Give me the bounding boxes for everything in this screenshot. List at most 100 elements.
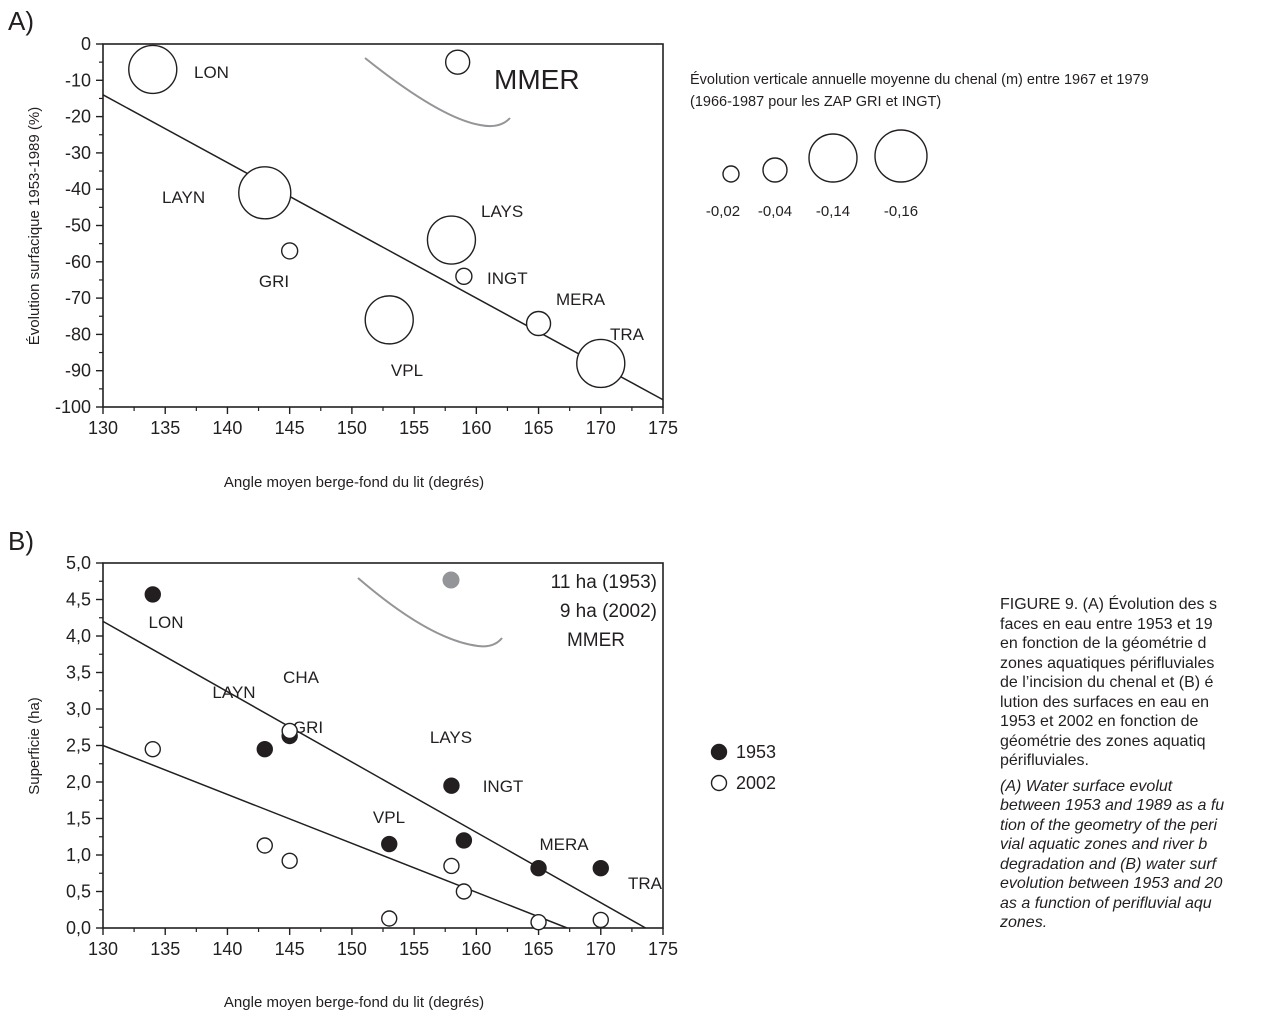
data-point-2002 [144,740,161,758]
y-tick-label: 2,5 [66,736,91,756]
legend-size-circle [874,129,928,183]
legend-size-label: -0,16 [884,203,918,220]
y-tick-label: 0 [81,34,91,54]
inset-marker [442,571,460,589]
x-tick-label: 130 [88,418,118,438]
inset-label-mmer: MMER [494,64,580,95]
data-point-bubble [576,338,626,389]
data-point-1953 [381,835,398,853]
legend-size-circle [722,165,740,183]
point-label: MERA [556,290,606,309]
point-label: MERA [539,835,589,854]
y-tick-label: -70 [65,288,91,308]
legend-size-label: -0,02 [706,203,740,220]
point-label: TRA [628,874,663,893]
caption-line: degradation and (B) water surf [1000,855,1217,873]
legend-size-circle [762,157,788,183]
y-tick-label: 3,0 [66,699,91,719]
inset-curve [364,57,511,128]
x-tick-label: 150 [337,939,367,959]
y-tick-label: -10 [65,70,91,90]
x-tick-label: 145 [275,418,305,438]
y-tick-label: -80 [65,324,91,344]
point-label: VPL [391,361,423,380]
point-label: GRI [293,718,323,737]
data-point-2002 [530,913,547,931]
data-point-2002 [592,911,609,929]
caption-line: between 1953 and 1989 as a fu [1000,797,1225,814]
x-tick-label: 165 [524,418,554,438]
x-tick-label: 165 [524,939,554,959]
x-tick-label: 160 [461,418,491,438]
caption-line: géométrie des zones aquatiq [1000,732,1206,750]
panel-label: B) [8,526,34,556]
data-point-bubble [280,242,299,260]
legend-label-2002: 2002 [736,773,776,793]
y-tick-label: -50 [65,216,91,236]
x-axis-label: Angle moyen berge-fond du lit (degrés) [224,994,484,1011]
data-point-bubble [364,295,414,345]
point-label: INGT [483,777,524,796]
inset-curve [357,577,503,648]
point-label: GRI [259,272,289,291]
point-label: LAYN [162,188,205,207]
point-label: LAYN [212,683,255,702]
y-tick-label: 1,0 [66,845,91,865]
x-tick-label: 145 [275,939,305,959]
legend-title: Évolution verticale annuelle moyenne du … [690,71,1149,88]
caption-line: vial aquatic zones and river b [1000,836,1208,853]
y-tick-label: 0,5 [66,882,91,902]
inset-label-2002: 9 ha (2002) [560,601,657,622]
x-tick-label: 140 [212,939,242,959]
y-tick-label: 4,0 [66,626,91,646]
y-tick-label: -100 [55,397,91,417]
y-tick-label: 4,5 [66,590,91,610]
data-point-1953 [256,740,273,758]
caption-line: 1953 et 2002 en fonction de [1000,713,1199,730]
caption-line: zones. [1000,914,1048,931]
caption-line: faces en eau entre 1953 et 19 [1000,615,1213,633]
data-point-1953 [530,859,547,877]
x-tick-label: 140 [212,418,242,438]
caption-french: FIGURE 9. (A) Évolution des s faces en e… [1000,595,1286,771]
caption-line: en fonction de la géométrie d [1000,635,1207,652]
y-tick-label: 5,0 [66,553,91,573]
caption-line: de l’incision du chenal et (B) é [1000,674,1214,691]
data-point-bubble [426,215,477,265]
data-point-bubble [525,310,552,337]
caption-line: (A) Water surface evolut [1000,777,1173,795]
caption-line: périfluviales. [1000,752,1089,769]
data-point-1953 [144,586,161,603]
y-axis-label: Évolution surfacique 1953-1989 (%) [26,107,43,345]
caption-line: evolution between 1953 and 20 [1000,875,1223,892]
point-label: LON [194,63,229,82]
caption-english: (A) Water surface evolut between 1953 an… [1000,777,1286,933]
y-axis-label: Superficie (ha) [26,697,43,795]
legend-label-1953: 1953 [736,742,776,762]
data-point-bubble [128,44,178,95]
panel-b: B) 130 135 140 145 150 155 160 165 170 175 0,0 0,5 1,… [8,526,776,1011]
y-tick-label: -90 [65,361,91,381]
y-tick-label: 3,5 [66,663,91,683]
y-tick-label: 1,5 [66,809,91,829]
regression-line [102,94,664,401]
data-point-bubble [455,267,473,286]
x-axis-label: Angle moyen berge-fond du lit (degrés) [224,474,484,491]
inset-label-1953: 11 ha (1953) [551,572,657,593]
data-point-2002 [381,910,398,927]
point-label: INGT [487,269,528,288]
point-label: LAYS [481,202,523,221]
x-tick-label: 160 [461,939,491,959]
x-tick-label: 135 [150,939,180,959]
point-label: LON [149,613,184,632]
y-tick-label: -20 [65,107,91,127]
data-point-1953 [592,859,609,877]
figure-caption: FIGURE 9. (A) Évolution des s faces en e… [1000,595,1286,933]
regression-line [102,744,568,929]
y-tick-label: 0,0 [66,918,91,938]
panel-label: A) [8,6,34,36]
point-label: VPL [373,808,405,827]
caption-line: lution des surfaces en eau en [1000,693,1210,711]
x-tick-label: 155 [399,418,429,438]
